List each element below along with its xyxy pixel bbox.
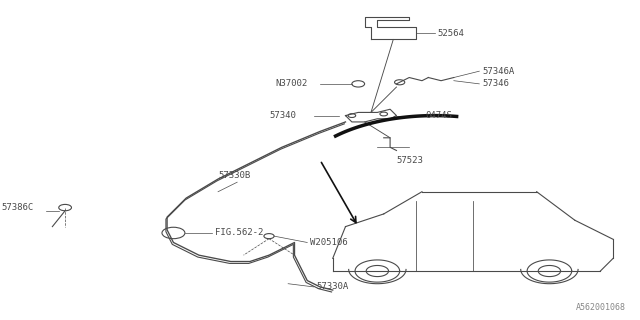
Text: 52564: 52564	[438, 28, 465, 38]
Text: N37002: N37002	[275, 79, 308, 88]
Text: 57330B: 57330B	[218, 172, 250, 180]
Text: 57386C: 57386C	[1, 203, 34, 212]
Text: FIG.562-2: FIG.562-2	[215, 228, 263, 237]
Text: A562001068: A562001068	[576, 303, 626, 312]
Text: 57340: 57340	[269, 111, 296, 120]
Text: 57523: 57523	[396, 156, 423, 164]
Text: 57330A: 57330A	[317, 282, 349, 292]
Text: W205106: W205106	[310, 238, 348, 247]
Text: 57346A: 57346A	[483, 67, 515, 76]
Text: 0474S: 0474S	[425, 111, 452, 120]
Text: 57346: 57346	[483, 79, 509, 88]
